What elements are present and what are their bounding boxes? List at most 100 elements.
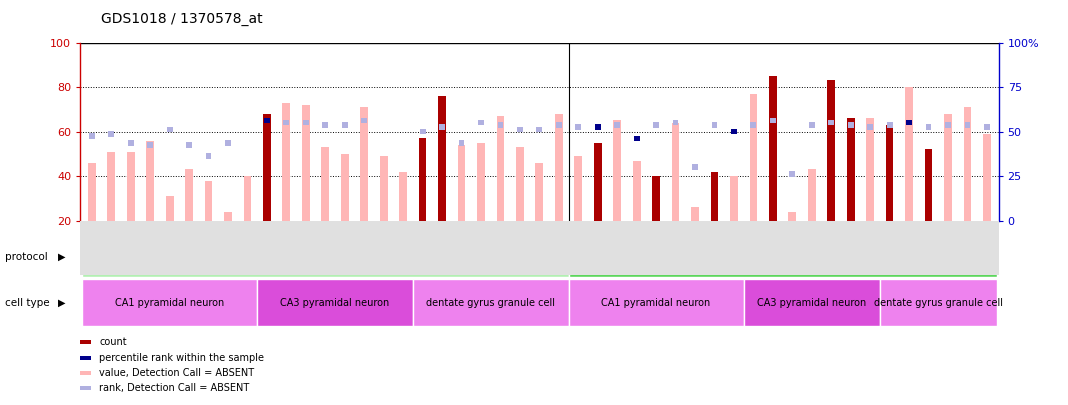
Bar	[789, 171, 796, 177]
Bar	[457, 145, 466, 221]
Bar	[303, 120, 309, 126]
Text: CA1 pyramidal neuron: CA1 pyramidal neuron	[601, 298, 710, 308]
Text: rank, Detection Call = ABSENT: rank, Detection Call = ABSENT	[99, 384, 250, 393]
Bar	[691, 207, 698, 221]
Bar	[108, 151, 115, 221]
Bar	[477, 143, 485, 221]
Bar	[692, 164, 697, 170]
Bar	[360, 107, 368, 221]
Bar	[264, 118, 270, 123]
Text: preconditioning seizure: preconditioning seizure	[718, 252, 848, 262]
Bar	[963, 107, 971, 221]
Bar	[731, 129, 737, 134]
Bar	[614, 122, 621, 128]
Bar	[885, 125, 894, 221]
Bar	[498, 122, 503, 128]
Bar	[225, 140, 231, 145]
Bar	[576, 124, 581, 130]
Text: cell type: cell type	[5, 298, 50, 308]
Bar	[829, 120, 834, 126]
Bar	[886, 122, 893, 128]
Bar	[342, 122, 348, 128]
Bar	[128, 140, 134, 145]
Bar	[945, 122, 951, 128]
Bar	[205, 181, 213, 221]
Bar	[413, 279, 568, 326]
Text: ▶: ▶	[58, 298, 66, 308]
Bar	[439, 124, 445, 130]
Text: GDS1018 / 1370578_at: GDS1018 / 1370578_at	[101, 12, 263, 26]
Text: dentate gyrus granule cell: dentate gyrus granule cell	[874, 298, 1003, 308]
Bar	[82, 237, 568, 277]
Bar	[419, 139, 426, 221]
Bar	[568, 279, 743, 326]
Bar	[420, 129, 425, 134]
Bar	[323, 122, 328, 128]
Bar	[186, 142, 192, 148]
Text: value, Detection Call = ABSENT: value, Detection Call = ABSENT	[99, 368, 254, 378]
Bar	[535, 163, 544, 221]
Bar	[632, 160, 641, 221]
Bar	[731, 176, 738, 221]
Bar	[82, 279, 257, 326]
Bar	[769, 76, 776, 221]
Bar	[438, 96, 446, 221]
Bar	[361, 118, 367, 123]
Bar	[710, 172, 719, 221]
Bar	[654, 122, 659, 128]
Bar	[828, 80, 835, 221]
Bar	[906, 120, 912, 126]
Bar	[673, 120, 678, 126]
Bar	[555, 114, 563, 221]
Bar	[807, 169, 816, 221]
Bar	[770, 118, 775, 123]
Bar	[926, 124, 931, 130]
Text: dentate gyrus granule cell: dentate gyrus granule cell	[426, 298, 555, 308]
Bar	[711, 122, 718, 128]
Bar	[302, 105, 310, 221]
Bar	[497, 116, 504, 221]
Bar	[555, 122, 562, 128]
Bar	[536, 127, 543, 132]
Bar	[224, 212, 232, 221]
Bar	[906, 87, 913, 221]
Bar	[788, 212, 797, 221]
Bar	[984, 124, 990, 130]
Bar	[983, 134, 991, 221]
Bar	[321, 147, 329, 221]
Bar	[575, 156, 582, 221]
Text: ▶: ▶	[58, 252, 66, 262]
Bar	[127, 151, 135, 221]
Bar	[866, 118, 874, 221]
Bar	[750, 94, 757, 221]
Text: CA1 pyramidal neuron: CA1 pyramidal neuron	[115, 298, 224, 308]
Text: protocol: protocol	[5, 252, 48, 262]
Bar	[964, 122, 971, 128]
Bar	[263, 114, 271, 221]
Bar	[517, 127, 523, 132]
Bar	[399, 172, 407, 221]
Bar	[88, 163, 96, 221]
Bar	[595, 124, 600, 130]
Bar	[167, 127, 173, 132]
Bar	[568, 237, 996, 277]
Bar	[166, 196, 173, 221]
Bar	[458, 140, 465, 145]
Bar	[613, 120, 622, 221]
Bar	[516, 147, 523, 221]
Bar	[244, 176, 251, 221]
Bar	[848, 122, 853, 128]
Bar	[206, 153, 211, 159]
Bar	[925, 149, 932, 221]
Bar	[478, 120, 484, 126]
Bar	[672, 123, 679, 221]
Bar	[282, 102, 290, 221]
Bar	[867, 124, 873, 130]
Text: count: count	[99, 337, 127, 347]
Bar	[89, 133, 95, 139]
Bar	[283, 120, 289, 126]
Text: percentile rank within the sample: percentile rank within the sample	[99, 353, 264, 362]
Text: CA3 pyramidal neuron: CA3 pyramidal neuron	[757, 298, 866, 308]
Bar	[185, 169, 193, 221]
Bar	[751, 122, 756, 128]
